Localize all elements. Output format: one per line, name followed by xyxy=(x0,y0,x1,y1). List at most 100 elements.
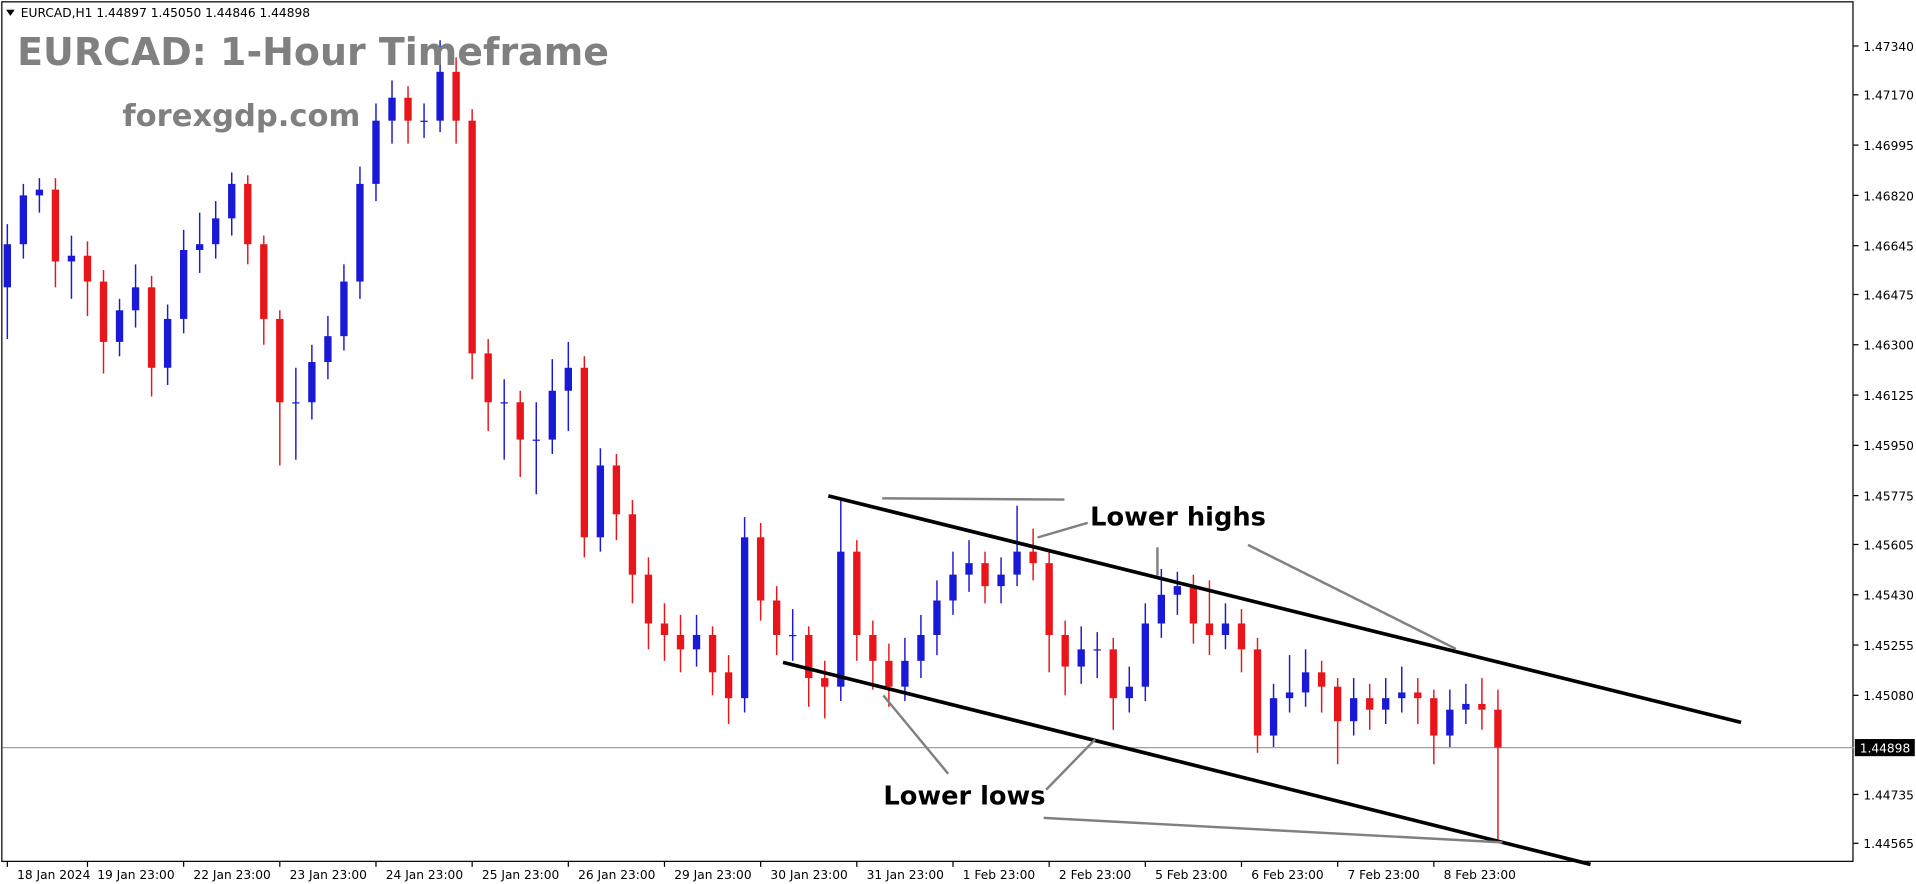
candle-body xyxy=(1125,686,1133,699)
candle-body xyxy=(965,563,973,575)
candle-body xyxy=(580,367,589,538)
candle-body xyxy=(131,287,140,311)
y-tick-label: 1.45775 xyxy=(1863,490,1914,504)
y-tick-label: 1.45080 xyxy=(1863,689,1914,703)
x-tick-label: 30 Jan 23:00 xyxy=(770,868,847,882)
y-tick-label: 1.46820 xyxy=(1863,189,1914,203)
candle-body xyxy=(564,367,572,391)
x-tick-label: 23 Jan 23:00 xyxy=(290,868,367,882)
x-tick-label: 22 Jan 23:00 xyxy=(193,868,270,882)
candle-body xyxy=(83,255,92,282)
candle-body xyxy=(1157,594,1166,624)
candle-body xyxy=(997,574,1005,587)
candle-body xyxy=(292,402,300,404)
candle-body xyxy=(436,71,444,121)
lower-trendline xyxy=(782,660,1591,867)
drawings xyxy=(782,494,1742,867)
pointer-line xyxy=(1247,543,1457,651)
candle-body xyxy=(404,97,412,121)
candle-body xyxy=(1237,623,1246,650)
candle-body xyxy=(1013,551,1021,575)
candle-body xyxy=(1189,586,1198,624)
candle-body xyxy=(676,634,685,650)
chart-subtitle: forexgdp.com xyxy=(122,99,360,134)
last-price-tag xyxy=(1854,739,1915,757)
candle-body xyxy=(1478,703,1486,710)
candle-body xyxy=(708,634,717,673)
candle-body xyxy=(1382,698,1390,710)
candle-body xyxy=(596,465,605,538)
candle-body xyxy=(933,600,941,635)
candle-body xyxy=(1446,709,1454,736)
pointer-line xyxy=(1045,738,1096,791)
candle-body xyxy=(1414,692,1422,699)
candle-body xyxy=(612,465,621,515)
upper-trendline xyxy=(827,494,1742,725)
candle-body xyxy=(1253,649,1262,736)
candle-body xyxy=(917,634,925,661)
candle-body xyxy=(324,336,332,363)
x-tick-label: 18 Jan 2024 xyxy=(17,868,90,882)
candle-body xyxy=(1061,634,1069,667)
candle-body xyxy=(740,537,749,699)
x-tick-label: 1 Feb 23:00 xyxy=(963,868,1035,882)
chart-title: EURCAD: 1-Hour Timeframe xyxy=(17,30,609,74)
candle-body xyxy=(308,362,316,403)
y-tick-label: 1.46645 xyxy=(1863,240,1914,254)
candle-body xyxy=(821,678,829,687)
candle-body xyxy=(228,183,236,219)
candle-body xyxy=(1141,623,1149,687)
candle-body xyxy=(532,439,540,441)
y-tick-label: 1.47170 xyxy=(1863,89,1914,103)
candle-body xyxy=(805,634,813,679)
y-tick-label: 1.44735 xyxy=(1863,788,1914,802)
candle-body xyxy=(981,563,989,587)
y-tick-label: 1.46300 xyxy=(1863,339,1914,353)
candle-body xyxy=(244,183,252,245)
axis-layer: 1.47340 1.47170 1.46995 1.46820 1.46645 1.464… xyxy=(2,40,1915,882)
pointer-line xyxy=(882,694,950,775)
candle-body xyxy=(388,97,396,121)
x-tick-label: 26 Jan 23:00 xyxy=(578,868,655,882)
candle-body xyxy=(67,255,76,262)
candle-body xyxy=(179,249,188,319)
candle-body xyxy=(276,318,284,403)
candle-body xyxy=(260,244,268,319)
candle-body xyxy=(1285,692,1294,699)
candle-body xyxy=(3,244,12,288)
candle-body xyxy=(853,551,861,635)
candles xyxy=(3,40,1502,842)
candle-body xyxy=(1430,698,1438,736)
candle-body xyxy=(500,402,508,404)
candle-body xyxy=(1462,703,1470,710)
x-tick-label: 31 Jan 23:00 xyxy=(867,868,944,882)
candle-body xyxy=(660,623,669,635)
y-tick-label: 1.46475 xyxy=(1863,288,1914,302)
chart-header: EURCAD,H1 1.44897 1.45050 1.44846 1.4489… xyxy=(21,6,310,20)
candle-body xyxy=(1205,623,1214,635)
candle-body xyxy=(773,600,781,635)
x-tick-label: 19 Jan 23:00 xyxy=(97,868,174,882)
candle-body xyxy=(1173,586,1182,595)
candle-body xyxy=(51,189,60,262)
candle-body xyxy=(115,310,124,342)
candle-body xyxy=(1269,698,1278,736)
candle-body xyxy=(1333,686,1342,722)
candle-body xyxy=(837,551,845,687)
candle-body xyxy=(19,195,28,245)
candle-body xyxy=(420,120,428,122)
annotation: Lower highs xyxy=(1090,502,1266,532)
candle-body xyxy=(901,660,909,687)
candle-body xyxy=(516,402,524,440)
candle-body xyxy=(452,71,460,121)
x-tick-label: 5 Feb 23:00 xyxy=(1155,868,1227,882)
candle-body xyxy=(1366,698,1374,710)
candle-body xyxy=(1077,649,1085,667)
candle-body xyxy=(372,120,380,184)
x-tick-label: 29 Jan 23:00 xyxy=(674,868,751,882)
candle-body xyxy=(99,281,108,342)
candle-body xyxy=(484,353,492,403)
candle-body xyxy=(468,120,476,354)
